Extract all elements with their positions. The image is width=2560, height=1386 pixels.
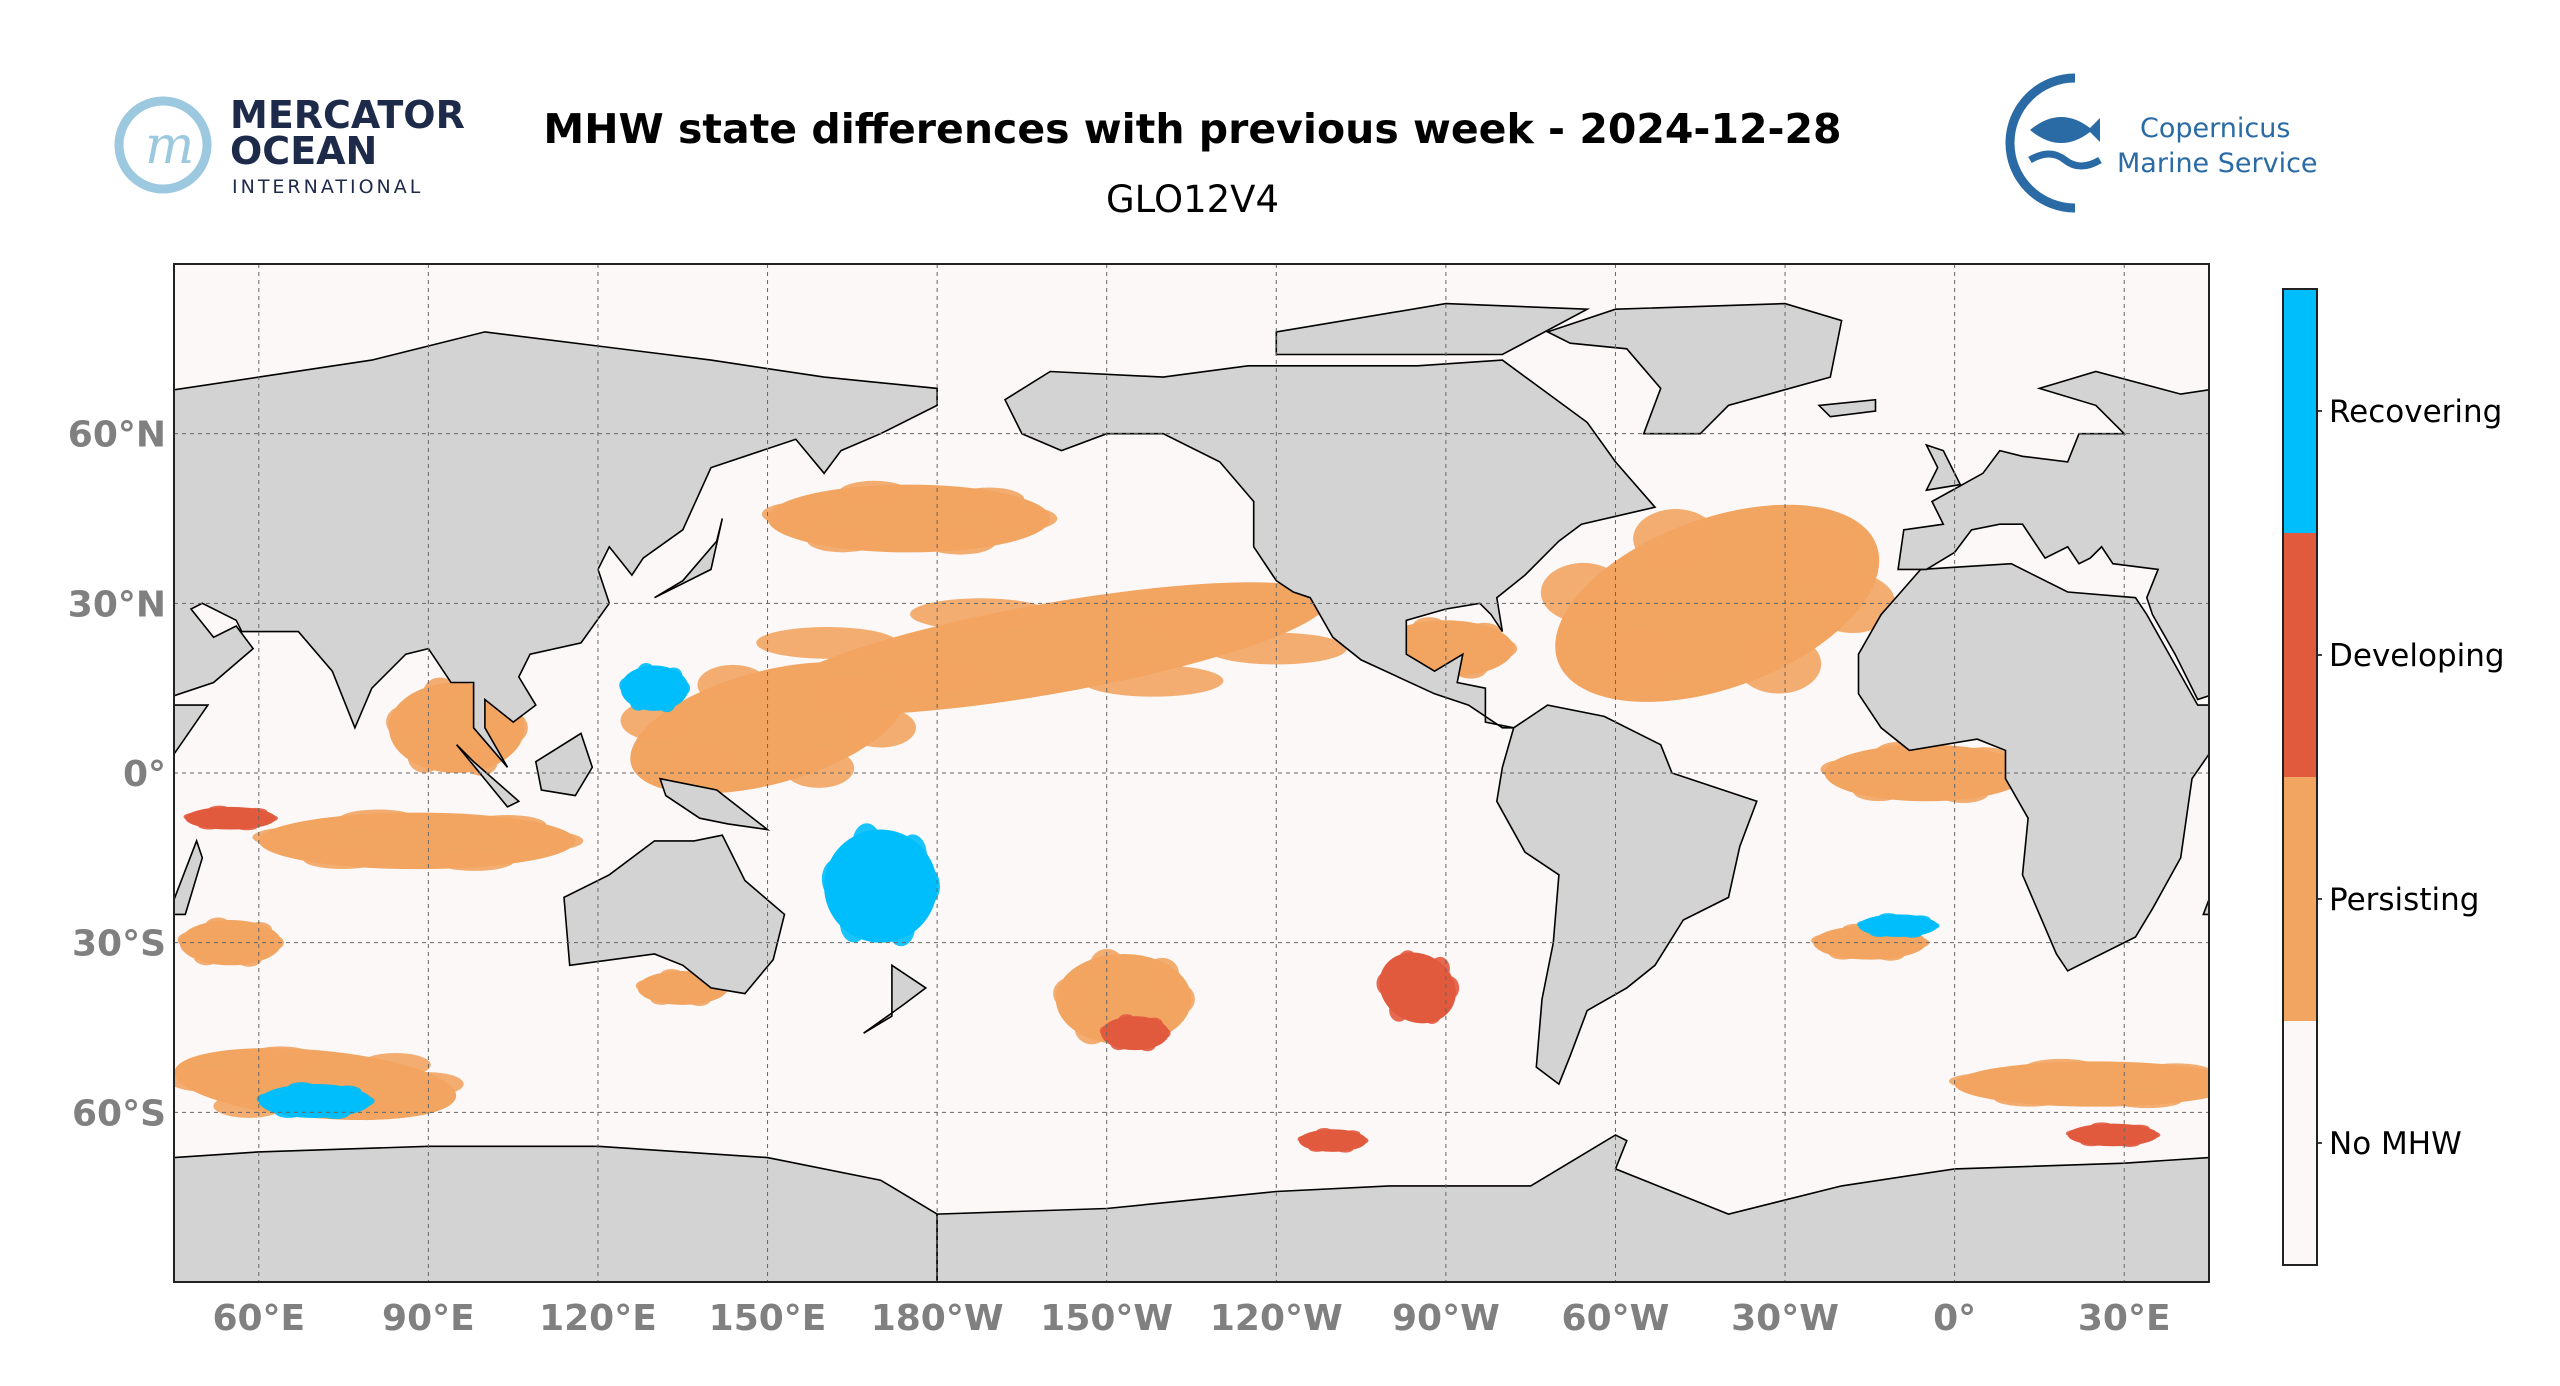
colorbar-label: No MHW [2329, 1126, 2462, 1162]
chart-title: MHW state differences with previous week… [543, 105, 1842, 153]
mhw-region-developing [1099, 1014, 1171, 1052]
land-madagascar [2202, 897, 2209, 916]
x-tick-label: 0° [1933, 1298, 1976, 1339]
colorbar-label: Developing [2329, 638, 2505, 674]
mercator-wave-icon [114, 96, 212, 194]
land-sumatra [455, 744, 521, 808]
x-tick-label: 150°W [1040, 1298, 1173, 1339]
y-tick-label: 0° [123, 754, 166, 795]
copernicus-arc-icon [2005, 73, 2076, 213]
x-tick-label: 30°W [1731, 1298, 1839, 1339]
logo-text-ocean: OCEAN [230, 129, 377, 173]
gridlines [174, 264, 2209, 1282]
mhw-region-persisting [1948, 1058, 2209, 1109]
x-tick-label: 90°W [1392, 1298, 1500, 1339]
logo-text-copernicus: Copernicus [2140, 113, 2290, 144]
y-tick-label: 30°N [68, 584, 166, 625]
logo-text-marine-service: Marine Service [2117, 148, 2318, 179]
x-tick-label: 150°E [709, 1298, 827, 1339]
land-great-britain [1924, 443, 1962, 492]
land-north-america [1003, 359, 1657, 729]
y-tick-label: 60°S [72, 1093, 166, 1134]
colorbar-label: Persisting [2329, 882, 2479, 918]
colorbar-segment-no_mhw [2283, 1021, 2317, 1265]
y-tick-label: 60°N [68, 415, 166, 456]
mercator-ocean-logo: m MERCATOR OCEAN INTERNATIONAL [114, 93, 465, 198]
chart-subtitle: GLO12V4 [1105, 178, 1280, 221]
x-tick-label: 30°E [2078, 1298, 2171, 1339]
logo-text-international: INTERNATIONAL [232, 176, 423, 198]
mhw-region-recovering [1856, 913, 1940, 938]
mhw-region-recovering [256, 1082, 375, 1120]
mhw-region-recovering [619, 663, 691, 713]
colorbar-segment-recovering [2283, 289, 2317, 533]
colorbar-segment-developing [2283, 533, 2317, 777]
mhw-region-recovering [821, 823, 940, 947]
land-sumatra [2492, 745, 2554, 807]
mhw-region-persisting [761, 480, 1058, 555]
land-new-guinea [658, 777, 771, 831]
svg-text:m: m [145, 116, 194, 176]
map-frame [173, 263, 2210, 1283]
land-africa [174, 704, 210, 756]
mhw-region-persisting [252, 809, 584, 871]
land-borneo [534, 732, 594, 797]
x-tick-label: 120°W [1210, 1298, 1343, 1339]
copernicus-marine-logo: Copernicus Marine Service [2005, 73, 2318, 213]
logo-text-mercator: MERCATOR [230, 93, 465, 137]
mhw-regions [174, 480, 2209, 1153]
fish-icon [2030, 116, 2100, 144]
colorbar-label: Recovering [2329, 394, 2502, 430]
land-eurasia [1897, 370, 2209, 701]
colorbar-frame [2282, 288, 2318, 1266]
land-iceland [1817, 398, 1877, 418]
land-japan [654, 518, 724, 599]
x-tick-labels: 60°E 90°E 120°E 150°E 180°W 150°W 120°W 90°W 60°… [212, 1298, 2170, 1339]
x-tick-label: 90°E [382, 1298, 475, 1339]
y-tick-label: 30°S [72, 924, 166, 965]
x-tick-label: 60°E [212, 1298, 305, 1339]
land-arctic-archipelago [1275, 302, 1591, 356]
mhw-region-persisting [620, 662, 916, 794]
x-tick-label: 120°E [539, 1298, 657, 1339]
y-tick-labels: 60°N 30°N 0° 30°S 60°S [68, 415, 166, 1135]
land-madagascar [174, 838, 204, 916]
colorbar: Recovering Developing Persisting No MHW [2282, 288, 2505, 1266]
land-greenland [1545, 302, 1843, 435]
mhw-region-persisting [756, 582, 1347, 715]
land-australia [563, 834, 786, 995]
x-tick-label: 60°W [1562, 1298, 1670, 1339]
land-antarctica [936, 1134, 2209, 1282]
land-eurasia [174, 331, 938, 768]
mhw-region-developing [183, 805, 279, 831]
mhw-region-developing [1297, 1128, 1369, 1153]
land-new-zealand [863, 963, 928, 1034]
x-tick-label: 180°W [871, 1298, 1004, 1339]
land-south-america [1495, 704, 1758, 1086]
land-antarctica [174, 1145, 938, 1282]
land-africa [1857, 562, 2209, 972]
mhw-region-developing [2065, 1122, 2161, 1147]
land-masses [174, 302, 2554, 1282]
wave-icon [2028, 150, 2102, 170]
mhw-region-persisting [1540, 504, 1896, 702]
colorbar-segment-persisting [2283, 777, 2317, 1021]
mhw-region-developing [1376, 950, 1460, 1024]
